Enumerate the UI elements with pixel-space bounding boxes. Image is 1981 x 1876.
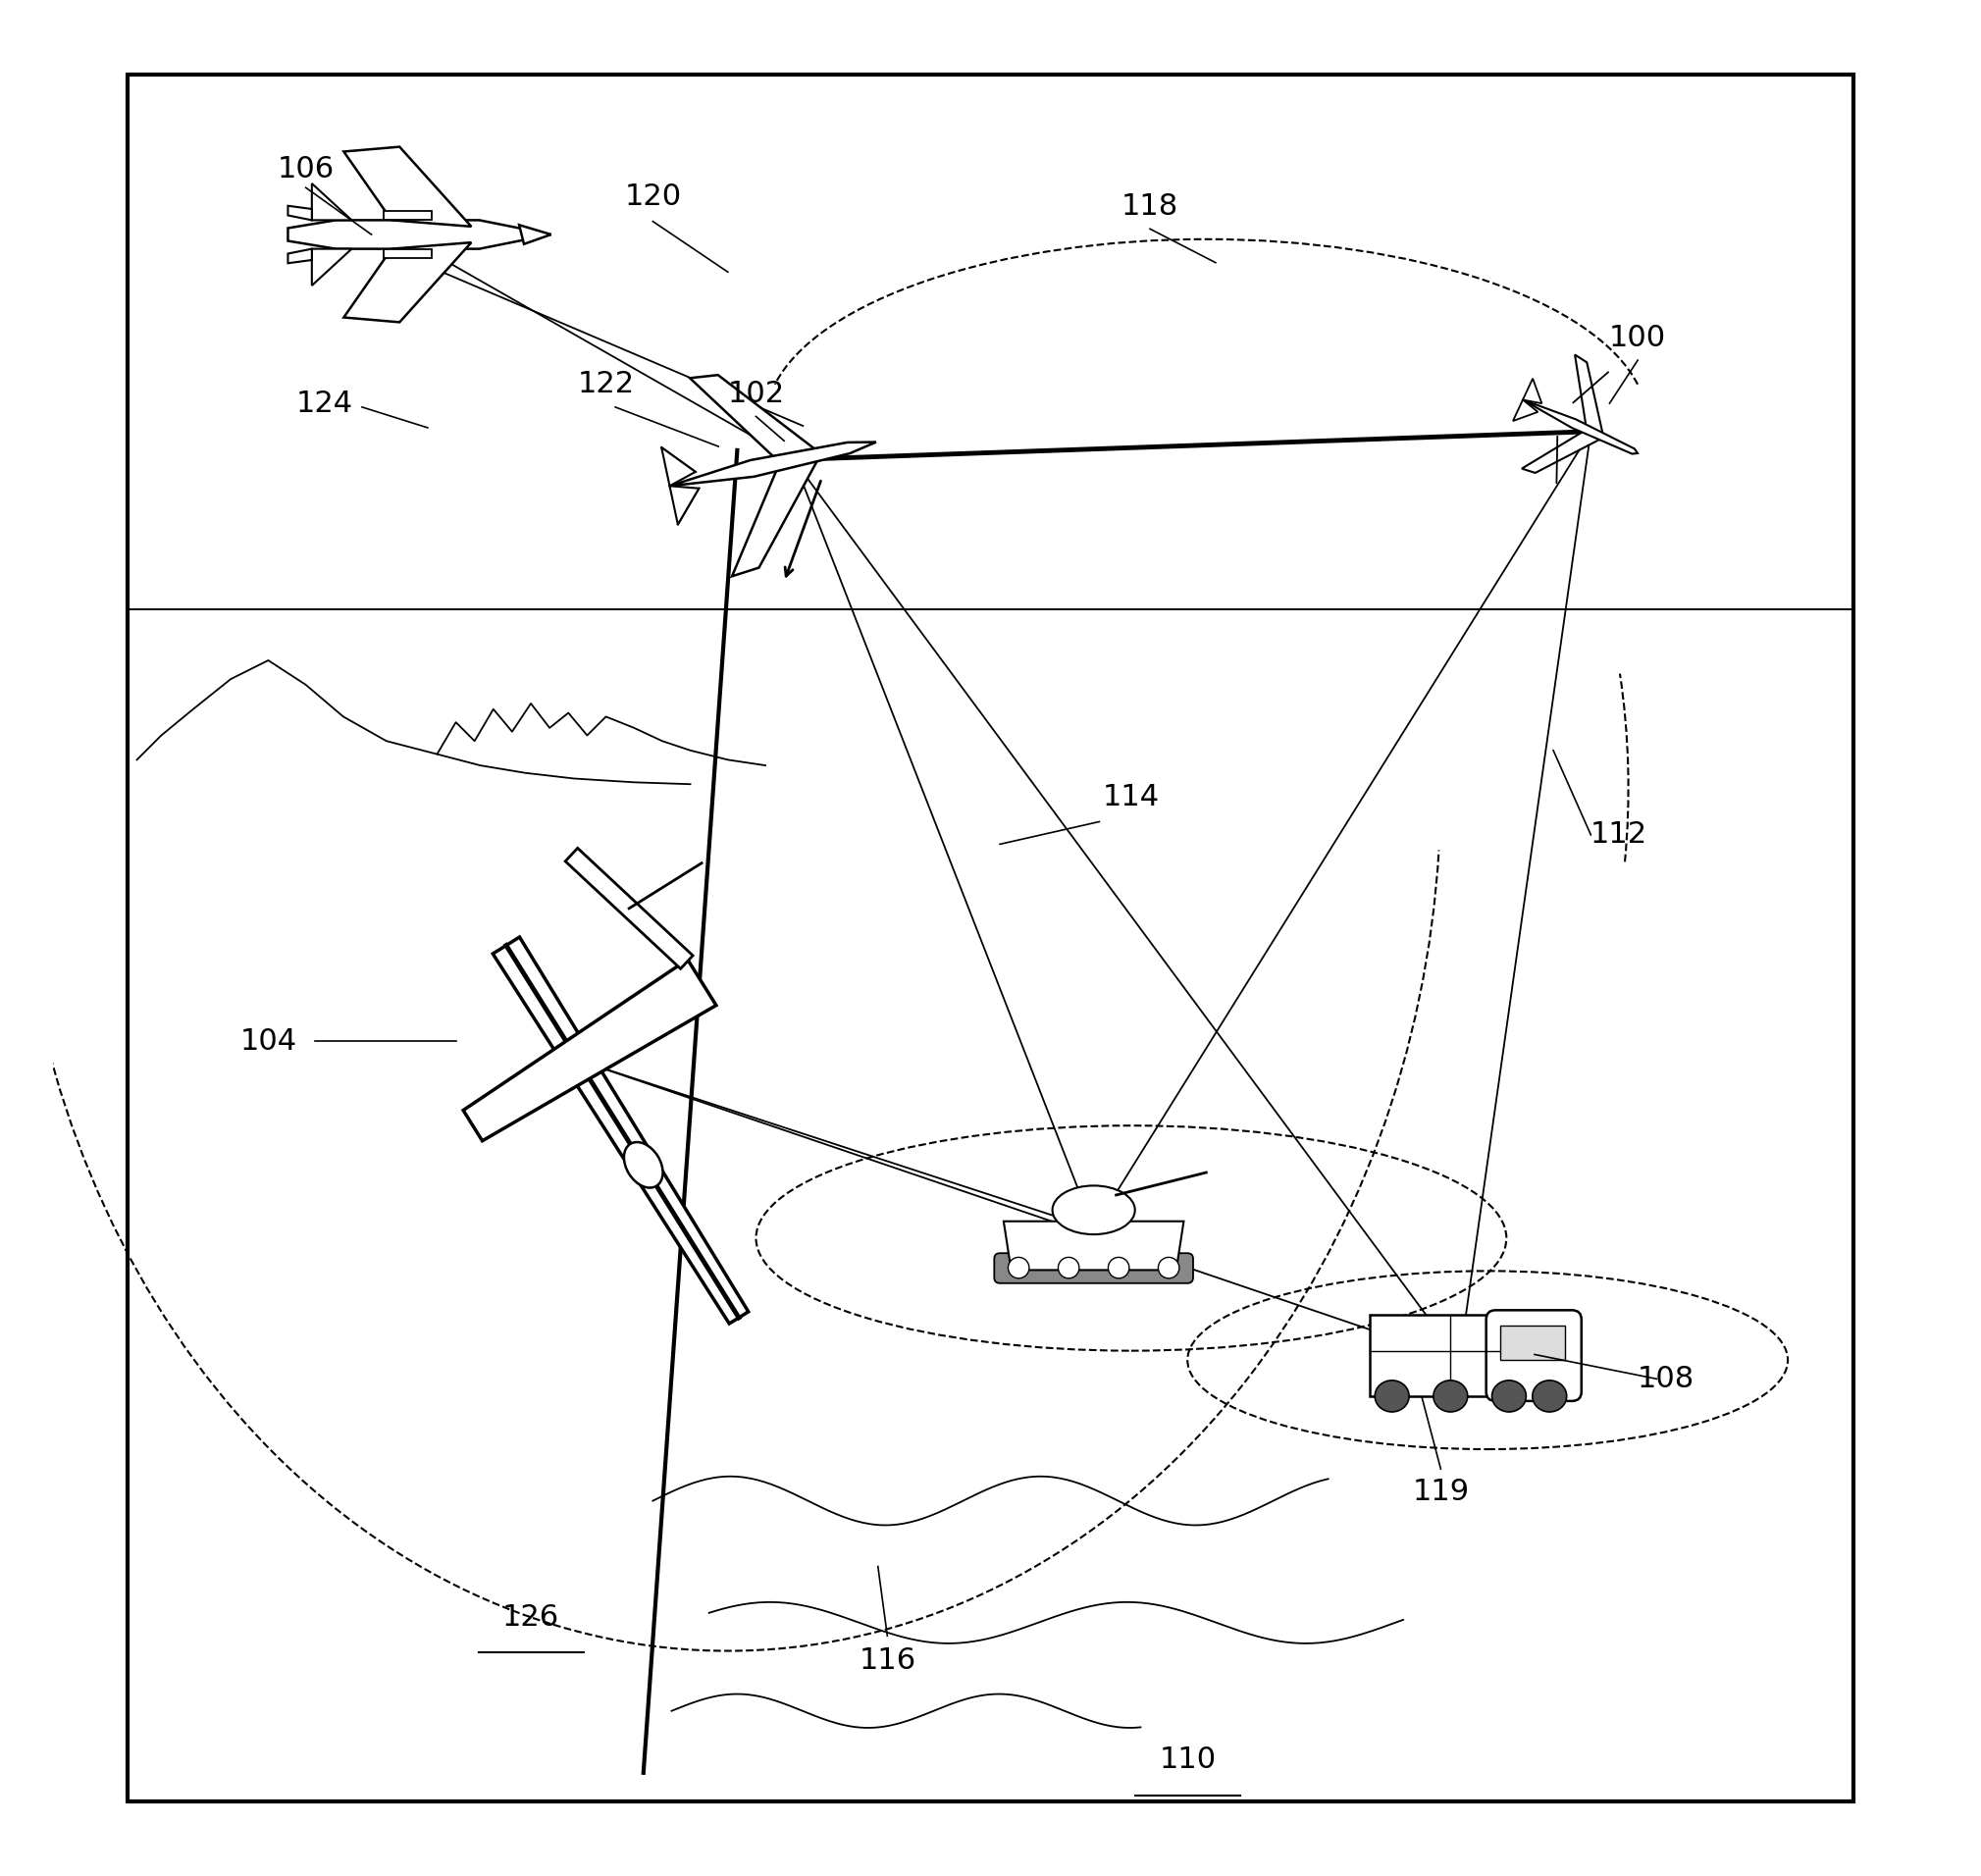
Polygon shape — [345, 242, 471, 323]
Ellipse shape — [1058, 1257, 1080, 1278]
Ellipse shape — [1434, 1381, 1468, 1413]
Text: 124: 124 — [295, 388, 353, 418]
Text: 108: 108 — [1636, 1364, 1694, 1394]
Text: 104: 104 — [240, 1026, 297, 1056]
Text: 100: 100 — [1609, 323, 1666, 353]
Text: 122: 122 — [576, 370, 634, 400]
Text: 106: 106 — [277, 154, 335, 184]
Text: 118: 118 — [1121, 191, 1179, 221]
FancyBboxPatch shape — [1486, 1309, 1581, 1401]
Polygon shape — [1004, 1221, 1185, 1270]
Polygon shape — [287, 219, 551, 250]
Ellipse shape — [1375, 1381, 1408, 1413]
Text: 116: 116 — [860, 1645, 915, 1675]
Polygon shape — [493, 936, 749, 1324]
Polygon shape — [662, 446, 695, 486]
Polygon shape — [565, 848, 693, 968]
Polygon shape — [519, 225, 551, 244]
Polygon shape — [1513, 400, 1537, 420]
Text: 102: 102 — [727, 379, 784, 409]
Text: 114: 114 — [1103, 782, 1159, 812]
Polygon shape — [670, 486, 699, 525]
Text: 119: 119 — [1412, 1476, 1470, 1506]
FancyBboxPatch shape — [1369, 1315, 1504, 1396]
Polygon shape — [1523, 400, 1638, 454]
Polygon shape — [345, 146, 471, 227]
Polygon shape — [670, 443, 876, 486]
Polygon shape — [1523, 379, 1541, 403]
Text: 112: 112 — [1591, 820, 1648, 850]
Polygon shape — [287, 250, 311, 263]
Polygon shape — [384, 210, 432, 219]
Ellipse shape — [1052, 1186, 1135, 1234]
Polygon shape — [384, 250, 432, 259]
Ellipse shape — [1107, 1257, 1129, 1278]
Polygon shape — [733, 454, 820, 576]
Polygon shape — [1521, 430, 1603, 473]
Polygon shape — [287, 206, 311, 219]
Ellipse shape — [1159, 1257, 1179, 1278]
Ellipse shape — [624, 1142, 664, 1188]
Polygon shape — [311, 184, 353, 219]
Polygon shape — [689, 375, 820, 463]
FancyBboxPatch shape — [1500, 1326, 1565, 1360]
Polygon shape — [464, 959, 717, 1141]
FancyBboxPatch shape — [994, 1253, 1193, 1283]
Text: 126: 126 — [503, 1602, 559, 1632]
Ellipse shape — [1492, 1381, 1525, 1413]
Polygon shape — [311, 250, 353, 285]
Text: 120: 120 — [624, 182, 681, 212]
Polygon shape — [1575, 355, 1603, 437]
Text: 110: 110 — [1159, 1745, 1216, 1775]
Ellipse shape — [1533, 1381, 1567, 1413]
Ellipse shape — [1008, 1257, 1030, 1278]
